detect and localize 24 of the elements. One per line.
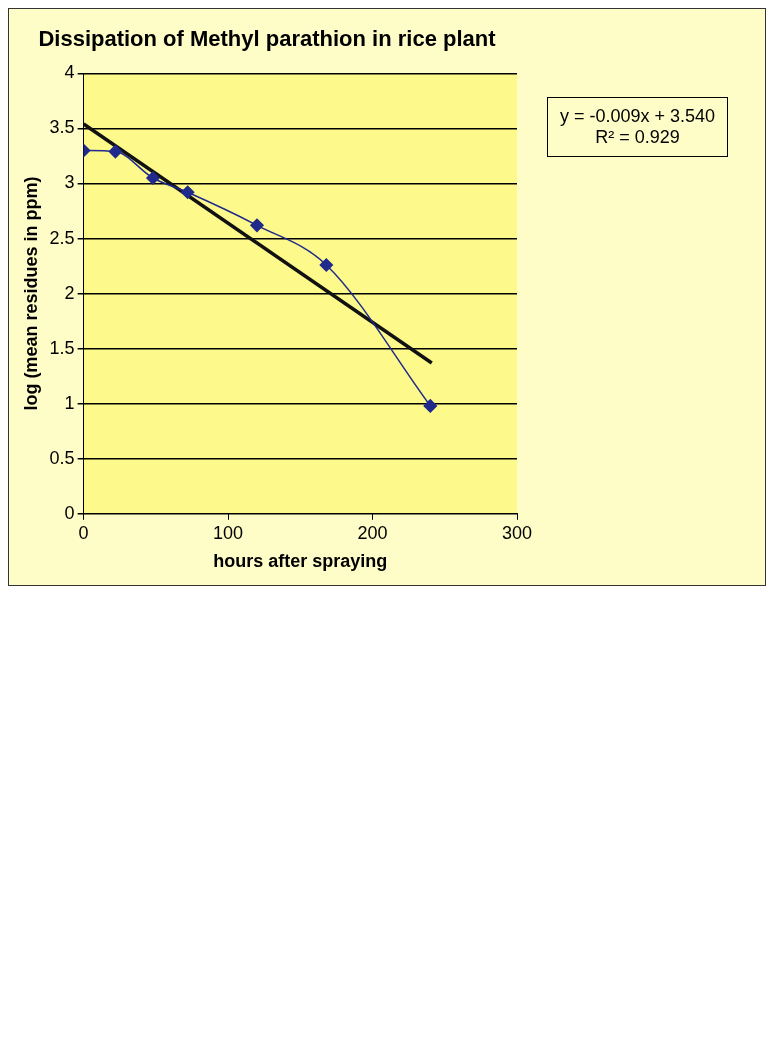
point [180, 185, 195, 200]
y-tick-label: 0.5 [49, 447, 75, 468]
x-tick-label: 300 [501, 522, 533, 543]
chart-title: Dissipation of Methyl parathion in rice plant [38, 26, 497, 52]
y-tick-label: 4 [64, 62, 75, 83]
point [108, 144, 123, 159]
y-tick-label: 0 [64, 502, 75, 523]
y-tick-label: 1.5 [49, 337, 75, 358]
point [146, 171, 160, 185]
text: R² = 0.929 [594, 127, 681, 148]
text: y = -0.009x + 3.540 [560, 106, 716, 127]
y-tick-label: 3 [64, 172, 75, 193]
y-tick-label: 2.5 [49, 227, 75, 248]
x-axis-title: hours after spraying [213, 551, 388, 572]
x-tick-label: 100 [213, 522, 244, 543]
x-tick-label: 0 [78, 522, 89, 543]
y-tick-label: 2 [64, 282, 75, 303]
y-tick-label: 1 [64, 392, 75, 413]
point [319, 258, 334, 272]
point [250, 218, 264, 233]
y-axis-title: log (mean residues in ppm) [20, 176, 41, 411]
point [423, 399, 438, 413]
y-tick-label: 3.5 [49, 117, 75, 138]
x-tick-label: 200 [357, 522, 388, 543]
